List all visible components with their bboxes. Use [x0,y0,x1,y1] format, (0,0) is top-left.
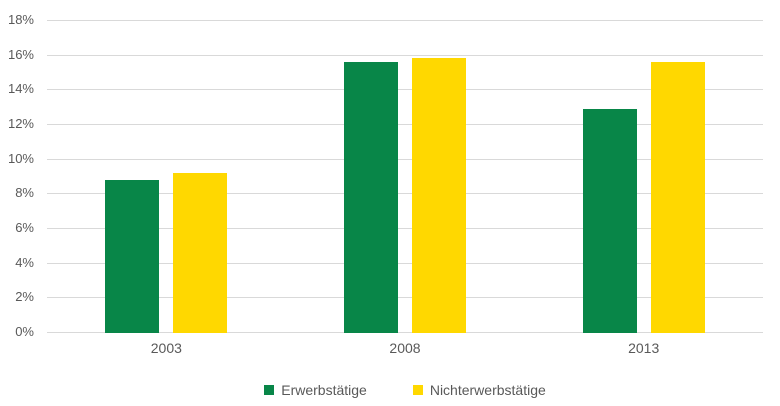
legend-swatch-icon [264,385,275,395]
gridline [47,20,763,21]
y-tick-label: 8% [15,185,34,200]
y-tick-label: 4% [15,255,34,270]
gridline [47,263,763,264]
gridline [47,332,763,333]
gridline [47,297,763,298]
y-tick-label: 16% [7,47,34,62]
bar-group-2008 [286,20,525,333]
y-tick-label: 14% [7,81,34,96]
gridlines-layer [47,20,763,333]
y-tick-label: 2% [15,289,34,304]
y-axis-labels: 0% 2% 4% 6% 8% 10% 12% 14% 16% 18% [0,12,34,339]
y-tick-label: 12% [7,116,34,131]
gridline [47,159,763,160]
y-tick-label: 18% [7,12,34,27]
gridline [47,228,763,229]
bar-nichterwerbst-tige-2013 [650,61,705,333]
y-tick-label: 0% [15,324,34,339]
bar-group-2003 [47,20,286,333]
x-tick-label: 2008 [389,340,421,356]
legend-swatch-icon [412,385,423,395]
x-axis-labels: 2003 2008 2013 [47,339,763,357]
legend-label: Erwerbstätige [281,382,367,398]
legend: Erwerbstätige Nichterwerbstätige [47,382,763,398]
plot-area [47,20,763,333]
bar-nichterwerbst-tige-2003 [173,173,228,333]
legend-item-erwerbst-tige: Erwerbstätige [264,382,367,398]
bar-group-2013 [524,20,763,333]
x-tick-label: 2003 [150,340,182,356]
y-tick-label: 6% [15,220,34,235]
bar-nichterwerbst-tige-2008 [412,58,466,333]
gridline [47,89,763,90]
gridline [47,55,763,56]
gridline [47,124,763,125]
legend-label: Nichterwerbstätige [429,382,546,398]
legend-item-nichterwerbst-tige: Nichterwerbstätige [412,382,546,398]
bar-erwerbst-tige-2003 [105,179,160,333]
bars-layer [47,20,763,333]
gridline [47,193,763,194]
y-tick-label: 10% [7,151,34,166]
bar-erwerbst-tige-2008 [344,61,398,333]
bar-erwerbst-tige-2013 [582,108,637,333]
x-tick-label: 2013 [628,340,660,356]
